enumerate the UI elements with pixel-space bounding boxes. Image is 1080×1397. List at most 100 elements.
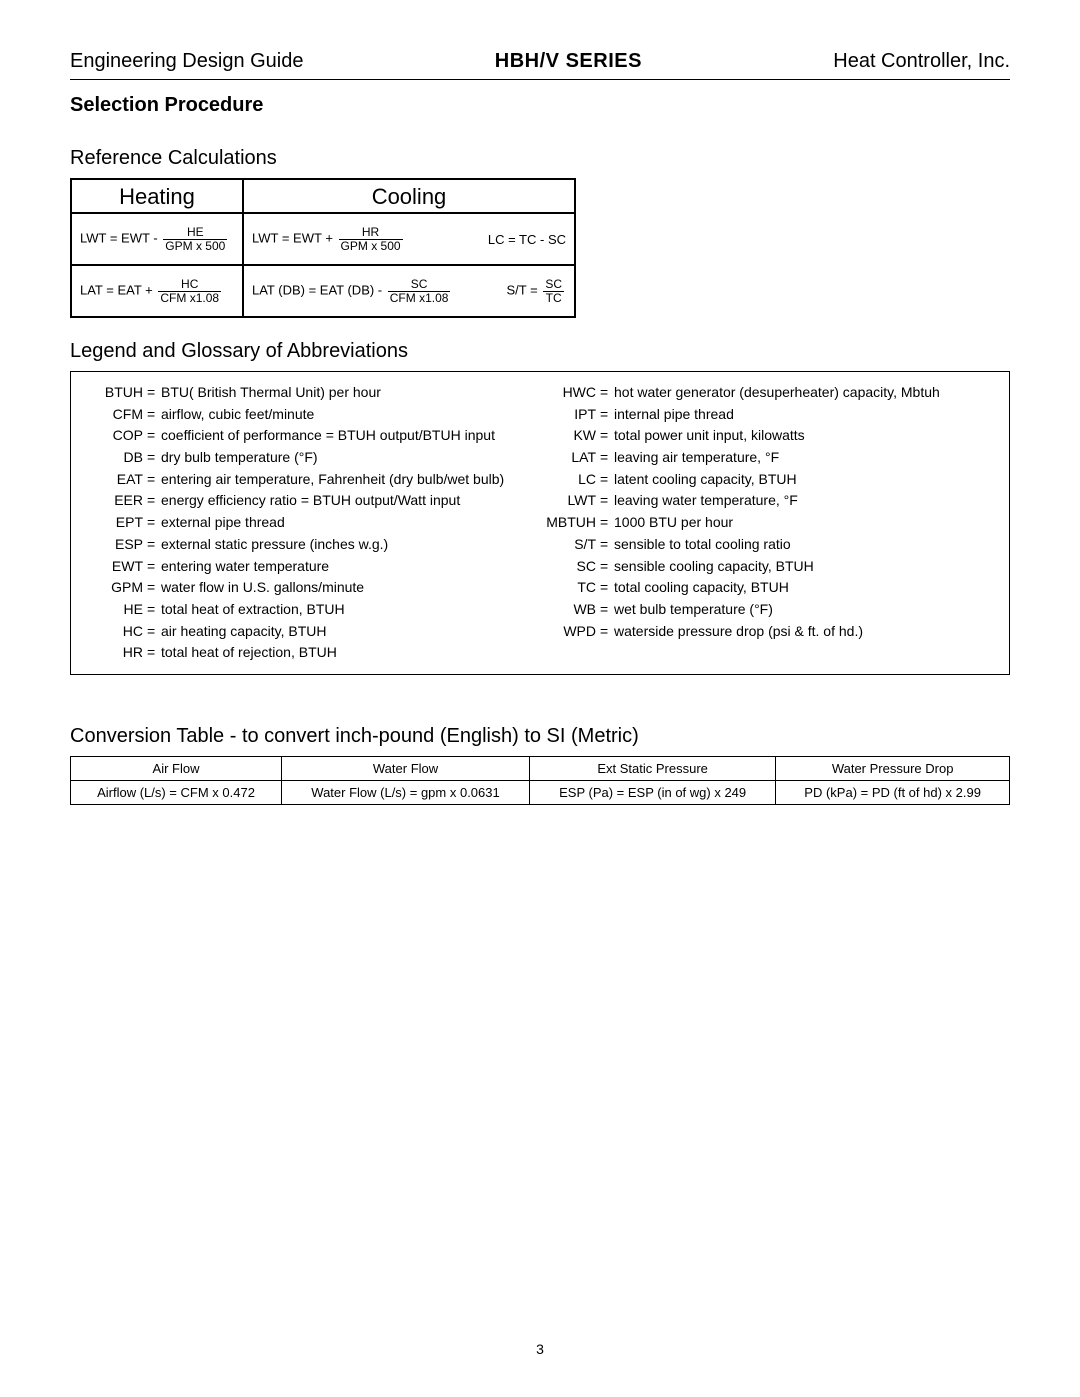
legend-def: 1000 BTU per hour [614,512,993,534]
legend-def: airflow, cubic feet/minute [161,404,540,426]
legend-def: total power unit input, kilowatts [614,425,993,447]
legend-eq: = [147,599,161,621]
legend-def: water flow in U.S. gallons/minute [161,577,540,599]
legend-def: hot water generator (desuperheater) capa… [614,382,993,404]
legend-abbr: EPT [87,512,147,534]
legend-abbr: GPM [87,577,147,599]
legend-def: sensible to total cooling ratio [614,534,993,556]
legend-row: CFM=airflow, cubic feet/minute [87,404,540,426]
conv-d-2: ESP (Pa) = ESP (in of wg) x 249 [530,780,776,804]
legend-def: total heat of extraction, BTUH [161,599,540,621]
legend-eq: = [147,404,161,426]
legend-def: total cooling capacity, BTUH [614,577,993,599]
conv-h-0: Air Flow [71,756,282,780]
header-right: Heat Controller, Inc. [833,50,1010,73]
ref-calc-heating-col: Heating LWT = EWT - HE GPM x 500 LAT = E… [70,178,244,318]
legend-abbr: EAT [87,469,147,491]
legend-row: HWC=hot water generator (desuperheater) … [540,382,993,404]
legend-row: BTUH=BTU( British Thermal Unit) per hour [87,382,540,404]
legend-eq: = [600,490,614,512]
cool-r1-lhs: LWT = EWT + [252,230,333,245]
cool-r1-rhs: LC = TC - SC [488,232,566,247]
legend-eq: = [147,642,161,664]
legend-row: LC=latent cooling capacity, BTUH [540,469,993,491]
header-left: Engineering Design Guide [70,50,304,73]
legend-row: KW=total power unit input, kilowatts [540,425,993,447]
legend-eq: = [147,621,161,643]
legend-eq: = [147,577,161,599]
heating-row-2: LAT = EAT + HC CFM x1.08 [72,264,242,316]
conv-d-0: Airflow (L/s) = CFM x 0.472 [71,780,282,804]
legend-row: COP=coefficient of performance = BTUH ou… [87,425,540,447]
heat-r1-num: HE [163,226,227,239]
legend-abbr: ESP [87,534,147,556]
cool-r1-num: HR [339,226,403,239]
legend-def: leaving water temperature, °F [614,490,993,512]
legend-row: EER=energy efficiency ratio = BTUH outpu… [87,490,540,512]
legend-eq: = [147,512,161,534]
legend-def: latent cooling capacity, BTUH [614,469,993,491]
legend-abbr: BTUH [87,382,147,404]
legend-row: EAT=entering air temperature, Fahrenheit… [87,469,540,491]
legend-abbr: TC [540,577,600,599]
heating-title: Heating [72,180,242,212]
legend-eq: = [600,469,614,491]
legend-row: EWT=entering water temperature [87,556,540,578]
cool-r2-num: SC [388,278,451,291]
legend-row: HR=total heat of rejection, BTUH [87,642,540,664]
legend-abbr: EWT [87,556,147,578]
cooling-row-2: LAT (DB) = EAT (DB) - SC CFM x1.08 S/T =… [244,264,574,316]
legend-eq: = [600,621,614,643]
conv-d-3: PD (kPa) = PD (ft of hd) x 2.99 [776,780,1010,804]
legend-row: LAT=leaving air temperature, °F [540,447,993,469]
legend-def: external pipe thread [161,512,540,534]
heat-r2-num: HC [158,278,221,291]
page-header: Engineering Design Guide HBH/V SERIES He… [70,50,1010,80]
legend-eq: = [147,447,161,469]
legend-eq: = [600,425,614,447]
ref-calc-heading: Reference Calculations [70,147,1010,170]
cool-r2-rhs-lhs: S/T = [507,282,538,297]
legend-row: SC=sensible cooling capacity, BTUH [540,556,993,578]
legend-abbr: S/T [540,534,600,556]
legend-def: sensible cooling capacity, BTUH [614,556,993,578]
legend-abbr: LAT [540,447,600,469]
legend-def: entering air temperature, Fahrenheit (dr… [161,469,540,491]
legend-abbr: DB [87,447,147,469]
conv-data-row: Airflow (L/s) = CFM x 0.472 Water Flow (… [71,780,1010,804]
legend-box: BTUH=BTU( British Thermal Unit) per hour… [70,371,1010,675]
legend-def: dry bulb temperature (°F) [161,447,540,469]
legend-def: coefficient of performance = BTUH output… [161,425,540,447]
legend-abbr: EER [87,490,147,512]
legend-eq: = [600,404,614,426]
legend-abbr: HC [87,621,147,643]
cooling-row-1: LWT = EWT + HR GPM x 500 LC = TC - SC [244,212,574,264]
conv-d-1: Water Flow (L/s) = gpm x 0.0631 [282,780,530,804]
cool-r2-rhs-den: TC [543,291,564,305]
legend-abbr: WPD [540,621,600,643]
legend-def: leaving air temperature, °F [614,447,993,469]
legend-row: WB=wet bulb temperature (°F) [540,599,993,621]
legend-row: TC=total cooling capacity, BTUH [540,577,993,599]
heat-r2-den: CFM x1.08 [158,291,221,305]
conv-h-2: Ext Static Pressure [530,756,776,780]
legend-row: EPT=external pipe thread [87,512,540,534]
ref-calc-box: Heating LWT = EWT - HE GPM x 500 LAT = E… [70,178,1010,318]
cool-r2-frac: SC CFM x1.08 [388,278,451,304]
legend-eq: = [600,534,614,556]
legend-eq: = [147,556,161,578]
legend-def: energy efficiency ratio = BTUH output/Wa… [161,490,540,512]
legend-eq: = [147,469,161,491]
conv-h-1: Water Flow [282,756,530,780]
cool-r2-rhs-frac: SC TC [543,278,564,304]
legend-eq: = [147,425,161,447]
conv-header-row: Air Flow Water Flow Ext Static Pressure … [71,756,1010,780]
legend-left-col: BTUH=BTU( British Thermal Unit) per hour… [87,382,540,664]
legend-row: DB=dry bulb temperature (°F) [87,447,540,469]
legend-eq: = [600,382,614,404]
legend-row: S/T=sensible to total cooling ratio [540,534,993,556]
legend-abbr: LWT [540,490,600,512]
conv-heading: Conversion Table - to convert inch-pound… [70,725,1010,748]
section-title: Selection Procedure [70,94,1010,117]
legend-eq: = [600,447,614,469]
